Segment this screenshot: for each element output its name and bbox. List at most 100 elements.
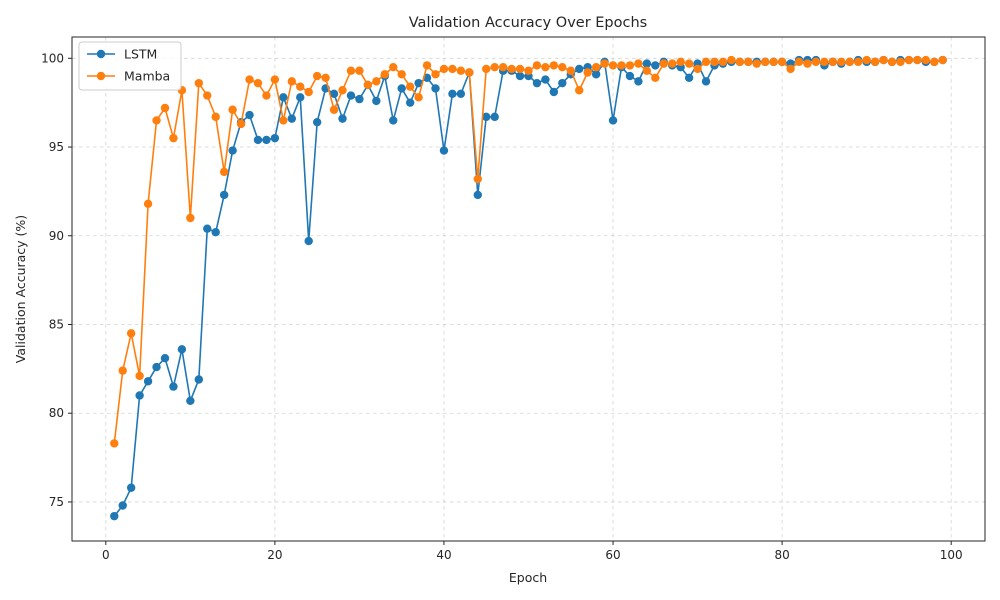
data-point-mamba [777, 57, 787, 67]
data-point-mamba [473, 174, 482, 184]
data-point-mamba [372, 77, 381, 86]
data-point-mamba [355, 66, 364, 75]
data-point-lstm [338, 114, 347, 123]
data-point-mamba [253, 78, 263, 88]
data-point-mamba [507, 64, 516, 74]
data-point-mamba [853, 57, 863, 67]
data-point-mamba [811, 57, 821, 67]
data-point-mamba [668, 59, 677, 68]
legend-label: LSTM [124, 47, 157, 62]
data-point-lstm [118, 501, 127, 510]
data-point-lstm [684, 73, 694, 83]
data-point-lstm [397, 84, 406, 93]
data-point-lstm [228, 146, 237, 155]
x-tick-label: 40 [436, 548, 451, 562]
x-tick-label: 60 [605, 548, 620, 562]
y-axis-label: Validation Accuracy (%) [13, 215, 28, 363]
data-point-mamba [279, 116, 288, 125]
data-point-lstm [439, 146, 449, 155]
data-point-lstm [304, 236, 313, 246]
data-point-lstm [541, 75, 550, 84]
data-point-mamba [228, 105, 237, 114]
axis-ticks: 0 20 40 60 80 100 75 80 85 90 95 100 [41, 51, 963, 562]
data-point-mamba [727, 55, 736, 65]
data-point-lstm [414, 78, 423, 88]
data-point-mamba [870, 57, 880, 67]
legend-item-lstm: LSTM [87, 47, 157, 62]
data-point-lstm [634, 77, 643, 86]
data-point-lstm [490, 112, 499, 122]
data-point-lstm [473, 190, 482, 200]
data-point-lstm [160, 354, 170, 363]
data-point-lstm [177, 345, 187, 354]
x-tick-label: 80 [774, 548, 789, 562]
data-point-lstm [575, 64, 584, 74]
data-point-lstm [262, 135, 271, 145]
data-point-mamba [160, 103, 170, 113]
data-point-mamba [845, 57, 854, 67]
data-point-mamba [482, 64, 491, 74]
data-point-mamba [312, 71, 322, 81]
data-point-lstm [287, 114, 296, 123]
data-point-mamba [938, 55, 947, 65]
data-point-mamba [126, 329, 136, 338]
data-point-lstm [608, 116, 618, 125]
data-point-lstm [346, 91, 356, 100]
y-tick-label: 100 [41, 51, 64, 65]
data-point-mamba [541, 62, 550, 72]
data-point-mamba [135, 371, 144, 381]
data-point-mamba [296, 82, 305, 91]
data-point-lstm [549, 87, 559, 97]
data-point-mamba [794, 57, 804, 67]
data-point-mamba [431, 70, 440, 79]
data-point-lstm [194, 375, 204, 384]
data-point-lstm [532, 78, 542, 88]
data-point-mamba [439, 64, 449, 74]
data-point-mamba [566, 66, 575, 75]
data-point-mamba [828, 57, 838, 67]
legend-marker [96, 71, 106, 81]
data-point-mamba [583, 68, 592, 77]
data-point-mamba [363, 80, 373, 90]
data-point-mamba [456, 66, 466, 75]
data-point-lstm [253, 135, 263, 145]
data-point-lstm [448, 89, 457, 98]
data-point-mamba [735, 57, 745, 67]
data-point-mamba [422, 61, 432, 70]
data-point-lstm [558, 78, 567, 88]
data-point-mamba [262, 91, 271, 100]
data-point-mamba [152, 116, 161, 125]
data-point-lstm [591, 70, 601, 79]
x-tick-label: 100 [940, 548, 963, 562]
data-point-lstm [625, 71, 635, 81]
data-point-mamba [625, 61, 635, 70]
data-point-mamba [219, 167, 229, 177]
data-point-lstm [701, 77, 711, 86]
data-point-lstm [169, 382, 178, 391]
data-point-mamba [498, 62, 508, 72]
data-point-mamba [608, 61, 618, 70]
data-point-lstm [642, 59, 652, 68]
data-point-mamba [287, 77, 296, 86]
grid-lines [72, 37, 985, 541]
data-point-mamba [786, 64, 795, 74]
chart-title: Validation Accuracy Over Epochs [409, 15, 647, 31]
data-point-mamba [701, 57, 711, 67]
data-point-mamba [921, 55, 931, 65]
data-point-mamba [194, 78, 204, 88]
data-point-mamba [769, 57, 778, 67]
series-mamba [110, 55, 947, 448]
plot-frame [71, 36, 986, 542]
y-tick-label: 95 [49, 140, 64, 154]
data-point-lstm [279, 93, 288, 102]
y-tick-label: 80 [49, 406, 64, 420]
data-point-lstm [296, 93, 305, 102]
data-point-mamba [617, 61, 626, 70]
y-tick-label: 75 [49, 495, 64, 509]
data-point-mamba [211, 112, 220, 122]
data-point-mamba [465, 68, 474, 77]
data-point-mamba [634, 59, 643, 68]
data-point-lstm [312, 117, 322, 127]
data-point-mamba [693, 64, 702, 74]
